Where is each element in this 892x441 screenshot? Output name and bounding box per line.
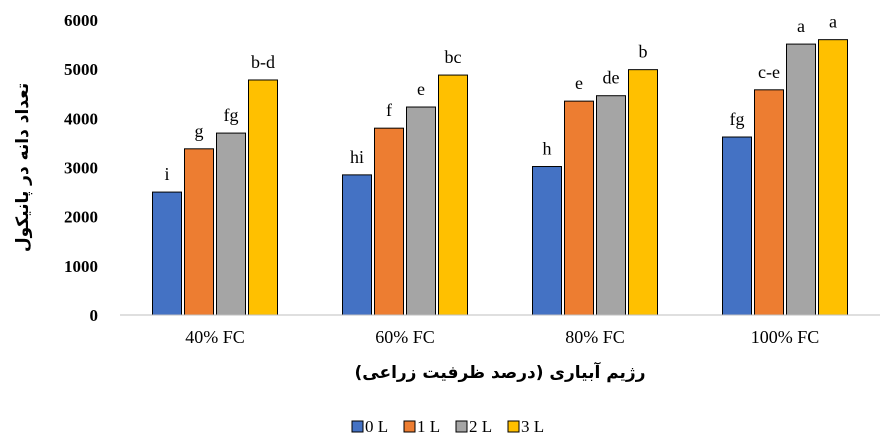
y-tick-label: 0 [90, 306, 99, 325]
legend-swatch [507, 420, 520, 433]
y-tick-label: 6000 [64, 11, 98, 30]
x-axis-ticks: 40% FC 60% FC 80% FC 100% FC [185, 327, 819, 347]
bar [406, 106, 436, 316]
bar-data-label: e [417, 79, 425, 99]
bar-data-label: bc [445, 47, 462, 67]
x-tick-label: 40% FC [185, 327, 245, 347]
y-tick-label: 5000 [64, 60, 98, 79]
y-tick-label: 1000 [64, 257, 98, 276]
bar [342, 174, 372, 316]
bar [786, 43, 816, 316]
y-axis-title: تعداد دانه در پانیکول [13, 83, 33, 252]
bar [216, 132, 246, 316]
bar [184, 148, 214, 316]
bar [818, 39, 848, 316]
bar-data-label: a [829, 12, 837, 32]
legend-item: 2 L [455, 417, 492, 436]
legend-label: 0 L [365, 417, 388, 436]
bar [564, 100, 594, 316]
bar [438, 74, 468, 316]
bar-data-label: a [797, 16, 805, 36]
x-tick-label: 60% FC [375, 327, 435, 347]
bar-data-label: f [386, 100, 392, 120]
legend-item: 1 L [403, 417, 440, 436]
bar-data-label: e [575, 73, 583, 93]
legend-swatch [455, 420, 468, 433]
bar-data-label: h [543, 139, 552, 159]
bar-data-label: fg [730, 109, 745, 129]
legend-label: 1 L [417, 417, 440, 436]
y-tick-label: 4000 [64, 109, 98, 128]
legend-label: 3 L [521, 417, 544, 436]
y-tick-label: 2000 [64, 208, 98, 227]
legend-item: 0 L [351, 417, 388, 436]
legend-swatch [351, 420, 364, 433]
bar [754, 89, 784, 316]
y-axis-ticks: 0 1000 2000 3000 4000 5000 6000 [64, 11, 98, 325]
bar [532, 166, 562, 316]
bar [628, 69, 658, 316]
bar [596, 95, 626, 316]
bar-data-label: fg [224, 105, 239, 125]
bar [722, 136, 752, 316]
legend: 0 L 1 L 2 L 3 L [351, 417, 544, 436]
bars [152, 39, 848, 316]
x-tick-label: 100% FC [751, 327, 820, 347]
bar-data-label: g [195, 121, 204, 141]
bar-data-label: i [164, 164, 169, 184]
legend-label: 2 L [469, 417, 492, 436]
y-tick-label: 3000 [64, 159, 98, 178]
bar [248, 79, 278, 316]
x-tick-label: 80% FC [565, 327, 625, 347]
bar [152, 191, 182, 316]
legend-swatch [403, 420, 416, 433]
bar-data-label: de [603, 68, 620, 88]
legend-item: 3 L [507, 417, 544, 436]
x-axis-title: رژیم آبیاری (درصد ظرفیت زراعی) [354, 361, 645, 383]
bar [374, 127, 404, 316]
bar-data-label: b [639, 42, 648, 62]
bar-data-label: c-e [758, 62, 780, 82]
bar-data-label: hi [350, 147, 364, 167]
bar-data-label: b-d [251, 52, 275, 72]
